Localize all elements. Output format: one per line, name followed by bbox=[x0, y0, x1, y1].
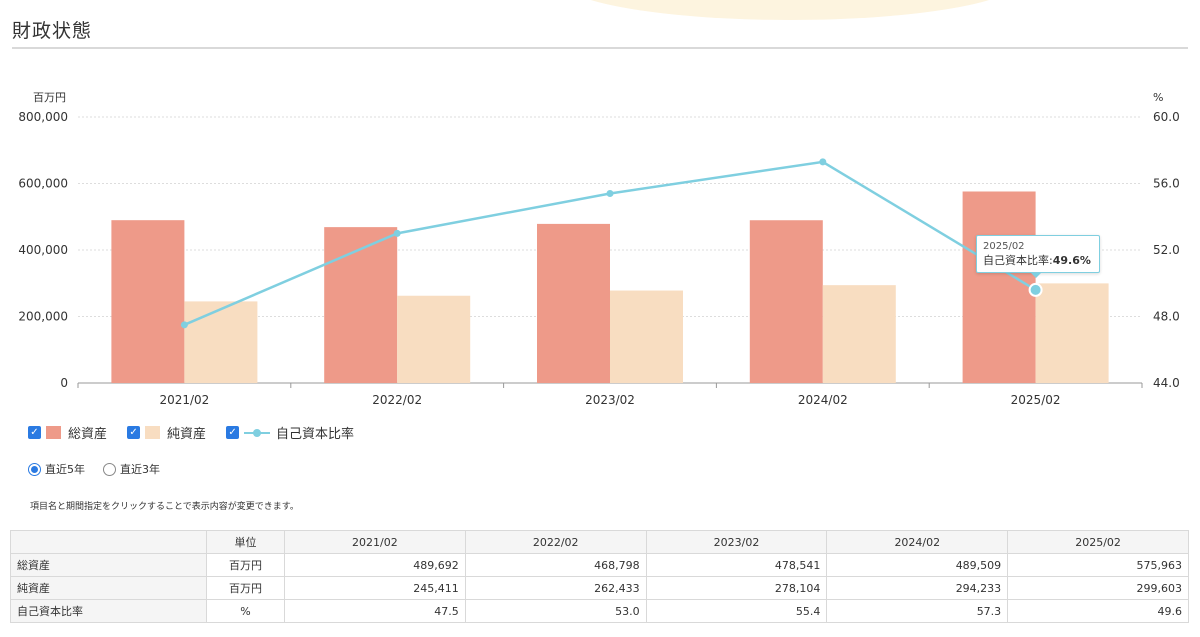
right-tick-label: 52.0 bbox=[1153, 243, 1180, 257]
legend-label-equity-ratio: 自己資本比率 bbox=[276, 427, 355, 442]
tooltip-line: 自己資本比率:49.6% bbox=[983, 253, 1093, 269]
chart-legend: ✓ 総資産 ✓ 純資産 ✓ 自己資本比率 bbox=[28, 423, 374, 442]
table-cell: 245,411 bbox=[284, 576, 466, 600]
table-cell: 49.6 bbox=[1007, 599, 1189, 623]
chart-tooltip: 2025/02 自己資本比率:49.6% bbox=[976, 235, 1100, 278]
financial-table: 単位 2021/02 2022/02 2023/02 2024/02 2025/… bbox=[10, 530, 1189, 623]
tooltip-date: 2025/02 bbox=[983, 241, 1025, 252]
legend-item-equity-ratio[interactable]: ✓ 自己資本比率 bbox=[226, 423, 354, 442]
row-label: 総資産 bbox=[10, 553, 207, 577]
table-row: 自己資本比率 % 47.5 53.0 55.4 57.3 49.6 bbox=[10, 599, 1189, 623]
section-title: 財政状態 bbox=[12, 20, 93, 42]
table-header-row: 単位 2021/02 2022/02 2023/02 2024/02 2025/… bbox=[10, 530, 1189, 554]
left-tick-label: 0 bbox=[60, 376, 68, 390]
help-note: 項目名と期間指定をクリックすることで表示内容が変更できます。 bbox=[30, 502, 299, 512]
equity-ratio-point bbox=[606, 189, 614, 197]
x-tick-label: 2021/02 bbox=[159, 393, 209, 407]
bar-net-assets bbox=[1035, 283, 1109, 383]
title-divider bbox=[12, 47, 1188, 49]
table-cell: 55.4 bbox=[645, 599, 828, 623]
swatch-equity-ratio bbox=[244, 426, 271, 439]
bar-net-assets bbox=[822, 285, 896, 383]
left-tick-label: 800,000 bbox=[18, 110, 68, 124]
tooltip-label: 自己資本比率: bbox=[983, 254, 1053, 267]
bar-total-assets bbox=[749, 220, 823, 383]
swatch-total-assets bbox=[46, 426, 61, 439]
row-label: 自己資本比率 bbox=[10, 599, 207, 623]
table-cell: 468,798 bbox=[464, 553, 647, 577]
table-cell: 278,104 bbox=[645, 576, 828, 600]
col-header: 2022/02 bbox=[464, 530, 647, 554]
period-option-5y[interactable]: 直近5年 bbox=[28, 461, 85, 477]
left-tick-label: 200,000 bbox=[18, 310, 68, 324]
left-tick-label: 600,000 bbox=[18, 177, 68, 191]
bar-net-assets bbox=[610, 290, 683, 383]
swatch-net-assets bbox=[145, 426, 161, 439]
legend-label-net-assets: 純資産 bbox=[167, 427, 207, 442]
bar-series bbox=[111, 191, 1109, 383]
legend-item-net-assets[interactable]: ✓ 純資産 bbox=[127, 423, 206, 442]
unit-header: 単位 bbox=[206, 530, 285, 554]
col-header: 2021/02 bbox=[284, 530, 466, 554]
bar-total-assets bbox=[111, 220, 185, 383]
bar-net-assets bbox=[184, 301, 258, 383]
equity-ratio-point bbox=[1028, 282, 1043, 297]
table-cell: 53.0 bbox=[464, 599, 647, 623]
period-label-5y: 直近5年 bbox=[45, 463, 85, 476]
equity-ratio-point bbox=[393, 229, 401, 237]
equity-ratio-point bbox=[819, 158, 827, 166]
legend-label-total-assets: 総資産 bbox=[68, 427, 108, 442]
radio-5y[interactable] bbox=[28, 462, 41, 476]
table-row: 総資産 百万円 489,692 468,798 478,541 489,509 … bbox=[10, 553, 1189, 577]
right-tick-label: 56.0 bbox=[1153, 177, 1180, 191]
row-unit: % bbox=[206, 599, 285, 623]
left-axis-unit: 百万円 bbox=[33, 91, 66, 104]
line-series bbox=[180, 158, 1043, 329]
row-label: 純資産 bbox=[10, 576, 207, 600]
period-selector: 直近5年 直近3年 bbox=[28, 461, 178, 477]
x-tick-label: 2025/02 bbox=[1011, 393, 1061, 407]
tooltip-value: 49.6% bbox=[1052, 254, 1091, 267]
financial-chart: 百万円 % 0 200,000 400,000 600,000 800,000 44.0 4… bbox=[18, 91, 1180, 407]
right-tick-label: 60.0 bbox=[1153, 110, 1180, 124]
bar-total-assets bbox=[324, 227, 398, 383]
checkbox-net-assets[interactable]: ✓ bbox=[127, 426, 141, 439]
header-decoration bbox=[560, 0, 1020, 20]
right-tick-label: 44.0 bbox=[1153, 376, 1180, 390]
left-tick-label: 400,000 bbox=[18, 243, 68, 257]
col-header: 2024/02 bbox=[826, 530, 1009, 554]
table-row: 純資産 百万円 245,411 262,433 278,104 294,233 … bbox=[10, 576, 1189, 600]
x-axis-labels: 2021/02 2022/02 2023/02 2024/02 2025/02 bbox=[159, 393, 1060, 407]
x-tick-label: 2023/02 bbox=[585, 393, 635, 407]
checkbox-equity-ratio[interactable]: ✓ bbox=[226, 426, 240, 439]
bar-net-assets bbox=[397, 295, 471, 383]
col-header: 2023/02 bbox=[645, 530, 828, 554]
table-cell: 299,603 bbox=[1007, 576, 1189, 600]
equity-ratio-point bbox=[180, 321, 188, 329]
table-cell: 478,541 bbox=[645, 553, 828, 577]
table-cell: 489,692 bbox=[284, 553, 466, 577]
table-cell: 294,233 bbox=[826, 576, 1009, 600]
row-unit: 百万円 bbox=[206, 576, 285, 600]
bar-total-assets bbox=[537, 223, 610, 383]
table-cell: 47.5 bbox=[284, 599, 466, 623]
bar-total-assets bbox=[962, 191, 1036, 383]
table-cell: 262,433 bbox=[464, 576, 647, 600]
period-option-3y[interactable]: 直近3年 bbox=[103, 461, 160, 477]
table-cell: 575,963 bbox=[1007, 553, 1189, 577]
table-cell: 489,509 bbox=[826, 553, 1009, 577]
right-tick-label: 48.0 bbox=[1153, 310, 1180, 324]
checkbox-total-assets[interactable]: ✓ bbox=[28, 426, 41, 439]
table-cell: 57.3 bbox=[826, 599, 1009, 623]
legend-item-total-assets[interactable]: ✓ 総資産 bbox=[28, 423, 107, 442]
right-axis-unit: % bbox=[1153, 91, 1163, 104]
period-label-3y: 直近3年 bbox=[120, 463, 160, 476]
table-corner bbox=[10, 530, 207, 554]
row-unit: 百万円 bbox=[206, 553, 285, 577]
x-tick-label: 2022/02 bbox=[372, 393, 422, 407]
x-tick-label: 2024/02 bbox=[798, 393, 848, 407]
radio-3y[interactable] bbox=[103, 462, 116, 476]
col-header: 2025/02 bbox=[1007, 530, 1189, 554]
